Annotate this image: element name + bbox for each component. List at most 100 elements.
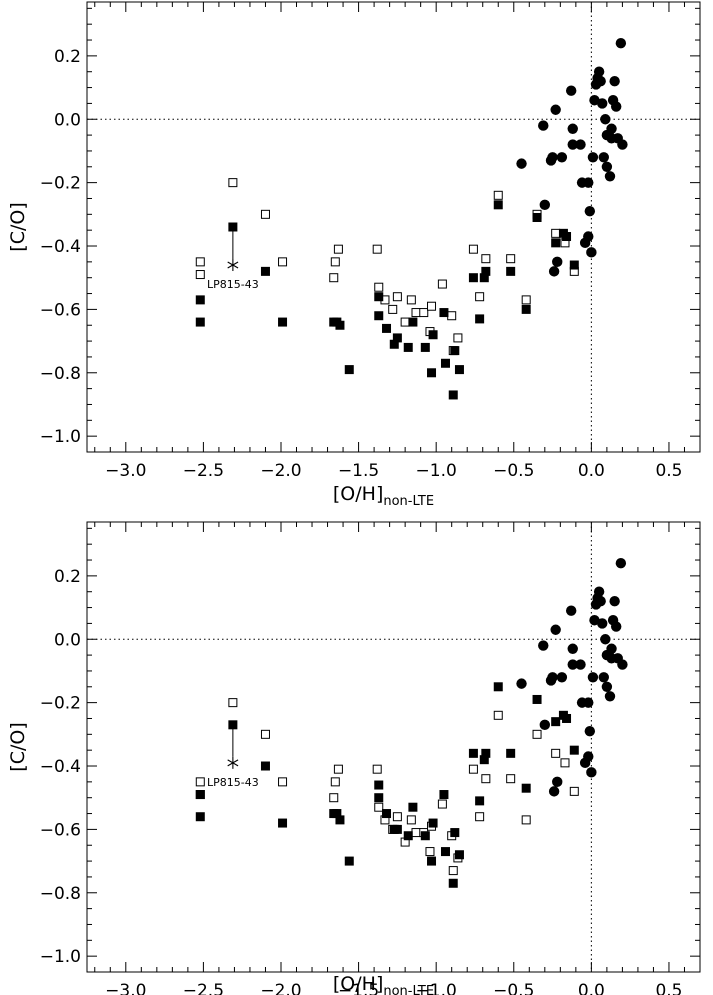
x-tick-label: −1.0 bbox=[416, 981, 457, 995]
data-point-circle bbox=[593, 586, 605, 597]
data-point-filled-square bbox=[228, 720, 238, 730]
asterisk-marker bbox=[227, 259, 239, 272]
data-point-open-square bbox=[195, 777, 205, 787]
data-point-circle bbox=[615, 557, 627, 569]
data-point-filled-square bbox=[450, 828, 460, 838]
chart-panel-1: −3.0 −2.5 −2.0 −1.5 −1.0 −0.5 0.0 0.5 −1.0 −0.8 −0… bbox=[7, 1, 701, 509]
data-point-open-square bbox=[419, 308, 429, 318]
data-point-open-square bbox=[329, 793, 339, 803]
data-point-open-square bbox=[427, 301, 437, 311]
data-point-filled-square bbox=[532, 212, 542, 222]
data-point-circle bbox=[617, 659, 628, 670]
data-point-circle bbox=[538, 120, 549, 131]
x-axis-title-subscript: non-LTE bbox=[383, 494, 434, 509]
data-point-filled-square bbox=[335, 815, 345, 825]
data-point-circle bbox=[565, 85, 577, 96]
data-point-filled-square bbox=[475, 314, 485, 324]
data-point-filled-square bbox=[521, 304, 531, 314]
y-tick-label: −0.4 bbox=[40, 757, 81, 777]
data-point-open-square bbox=[228, 698, 238, 708]
data-point-circle bbox=[598, 672, 609, 683]
x-tick-label: 0.0 bbox=[578, 981, 605, 995]
data-point-open-square bbox=[437, 279, 447, 289]
data-point-open-square bbox=[521, 815, 531, 825]
data-point-circle bbox=[539, 719, 551, 731]
data-point-filled-square bbox=[532, 694, 542, 704]
x-tick-label: −0.5 bbox=[493, 461, 534, 481]
x-tick-label: −0.5 bbox=[493, 981, 534, 995]
y-axis-title: [C/O] bbox=[7, 202, 29, 251]
data-point-circle bbox=[606, 123, 617, 134]
data-point-filled-square bbox=[195, 317, 205, 327]
data-point-open-square bbox=[372, 244, 382, 254]
data-point-filled-square bbox=[195, 790, 205, 800]
data-point-circle bbox=[567, 139, 578, 150]
data-point-open-square bbox=[468, 764, 478, 774]
data-point-circle bbox=[548, 786, 560, 797]
data-point-circle bbox=[547, 152, 558, 163]
data-point-open-square bbox=[506, 254, 516, 264]
data-point-filled-square bbox=[569, 260, 579, 270]
data-point-circle bbox=[593, 66, 605, 77]
data-point-open-square bbox=[260, 209, 270, 219]
x-tick-label: 0.5 bbox=[655, 981, 682, 995]
y-tick-label: −0.6 bbox=[40, 820, 81, 840]
data-point-circle bbox=[583, 751, 594, 762]
data-point-filled-square bbox=[427, 856, 437, 866]
data-point-circle bbox=[595, 596, 606, 607]
data-point-circle bbox=[600, 114, 611, 125]
y-tick-label: −0.6 bbox=[40, 300, 81, 320]
x-tick-label: −2.0 bbox=[260, 461, 301, 481]
y-tick-label: −0.8 bbox=[40, 364, 81, 384]
x-tick-label: −3.0 bbox=[105, 981, 146, 995]
data-point-filled-square bbox=[551, 238, 561, 248]
data-point-filled-square bbox=[448, 390, 458, 400]
data-point-open-square bbox=[195, 270, 205, 280]
data-point-filled-square bbox=[374, 793, 384, 803]
data-point-open-square bbox=[475, 812, 485, 822]
data-point-open-square bbox=[560, 758, 570, 768]
data-point-filled-square bbox=[481, 748, 491, 758]
data-point-circle bbox=[587, 672, 599, 683]
data-point-open-square bbox=[374, 282, 384, 292]
y-tick-label: −0.8 bbox=[40, 884, 81, 904]
data-point-circle bbox=[615, 37, 627, 49]
data-point-filled-square bbox=[440, 358, 450, 368]
data-point-open-square bbox=[481, 774, 491, 784]
x-tick-label: 0.5 bbox=[655, 461, 682, 481]
x-axis-title: [O/H]non-LTE bbox=[333, 483, 434, 509]
data-point-filled-square bbox=[420, 342, 430, 352]
data-point-filled-square bbox=[428, 818, 438, 828]
data-point-circle bbox=[583, 697, 594, 708]
data-point-filled-square bbox=[278, 317, 288, 327]
data-point-open-square bbox=[278, 777, 288, 787]
data-point-filled-square bbox=[389, 339, 399, 349]
data-point-filled-square bbox=[428, 330, 438, 340]
data-point-circle bbox=[567, 123, 578, 134]
data-point-circle bbox=[584, 725, 596, 737]
data-point-circle bbox=[604, 171, 616, 182]
data-point-open-square bbox=[406, 815, 416, 825]
data-point-open-square bbox=[569, 786, 579, 796]
data-point-filled-square bbox=[468, 273, 478, 283]
data-point-open-square bbox=[551, 748, 561, 758]
data-point-filled-square bbox=[569, 745, 579, 755]
data-point-filled-square bbox=[195, 295, 205, 305]
data-point-filled-square bbox=[440, 847, 450, 857]
data-point-circle bbox=[556, 152, 568, 163]
y-tick-label: −1.0 bbox=[40, 427, 81, 447]
data-point-filled-square bbox=[468, 748, 478, 758]
x-tick-label: −1.5 bbox=[338, 981, 379, 995]
data-point-filled-square bbox=[374, 311, 384, 321]
data-point-circle bbox=[552, 256, 563, 268]
data-point-open-square bbox=[448, 866, 458, 876]
data-point-circle bbox=[584, 205, 596, 217]
x-tick-label: −2.0 bbox=[260, 981, 301, 995]
y-tick-label: −0.2 bbox=[40, 174, 81, 194]
data-point-open-square bbox=[392, 292, 402, 302]
data-point-filled-square bbox=[392, 824, 402, 834]
data-point-circle bbox=[575, 659, 586, 670]
data-point-open-square bbox=[372, 764, 382, 774]
x-tick-label: −2.5 bbox=[183, 981, 224, 995]
